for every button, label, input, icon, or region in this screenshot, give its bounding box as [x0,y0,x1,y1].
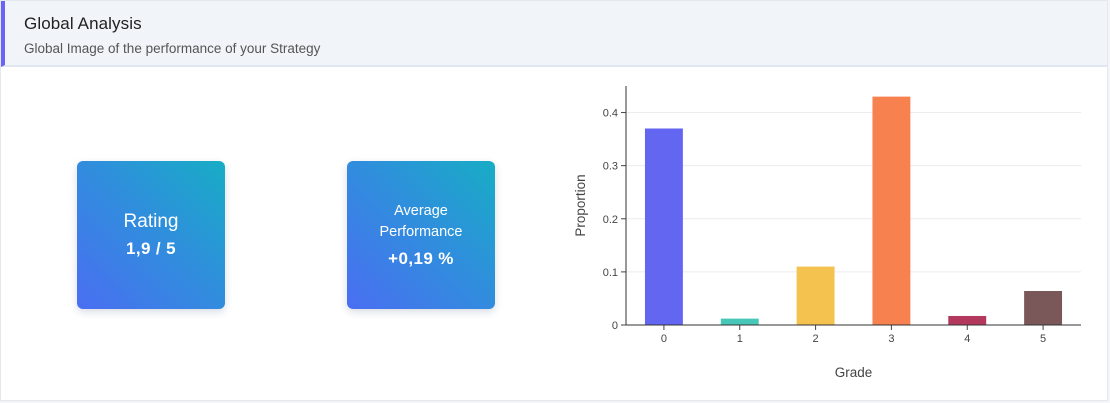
y-tick-label: 0.2 [603,214,618,226]
rating-label: Rating [123,211,179,232]
x-axis-label: Grade [835,365,873,380]
bar-grade-2 [796,266,835,325]
y-tick-label: 0 [612,320,618,332]
x-tick-label: 5 [1040,333,1046,345]
bar-grade-1 [720,318,759,325]
x-tick-label: 0 [661,333,667,345]
average-performance-value: +0,19 % [388,249,454,268]
bar-grade-4 [948,315,987,325]
y-tick-label: 0.1 [603,267,618,279]
average-performance-label: Average Performance [379,203,463,240]
page-title: Global Analysis [24,14,142,33]
panel-header: Global Analysis Global Image of the perf… [1,1,1107,67]
x-tick-label: 2 [813,333,819,345]
y-axis-label: Proportion [573,174,588,236]
bar-grade-3 [872,96,911,325]
bar-grade-5 [1024,291,1063,325]
x-tick-label: 4 [964,333,970,345]
rating-value: 1,9 / 5 [125,239,177,258]
page-subtitle: Global Image of the performance of your … [24,41,321,56]
bar-grade-0 [644,128,683,325]
average-performance-card: Average Performance +0,19 % [347,161,495,309]
grade-proportion-chart: 0 0.1 0.2 0.3 0.4 0 1 2 3 4 5 Grade Proportion [573,86,1081,380]
x-tick-label: 3 [888,333,894,345]
y-tick-label: 0.4 [603,108,618,120]
x-tick-label: 1 [737,333,743,345]
y-tick-label: 0.3 [603,161,618,173]
rating-card: Rating 1,9 / 5 [77,161,225,309]
